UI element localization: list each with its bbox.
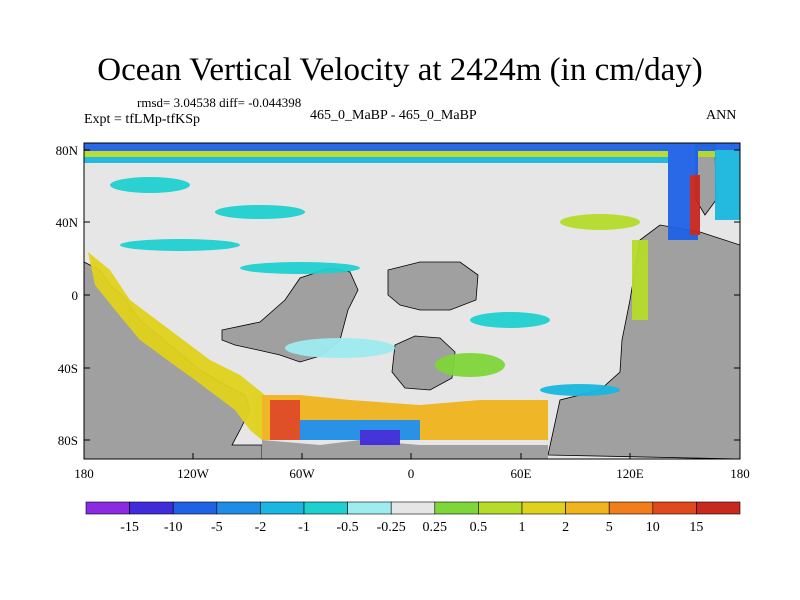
southern-deep-blue <box>360 430 400 445</box>
colorbar-label: 5 <box>606 520 613 535</box>
colorbar: -15 -10 -5 -2 -1 -0.5 -0.25 0.25 0.5 1 2 5 10 15 <box>85 501 741 535</box>
lat-label-0: 0 <box>72 288 79 303</box>
colorbar-swatch <box>172 501 218 515</box>
arctic-band-cyan <box>84 157 684 163</box>
experiment-label: Expt = tfLMp-tfKSp <box>84 112 200 127</box>
case-comparison-label: 465_0_MaBP - 465_0_MaBP <box>310 108 477 123</box>
north-patch-2 <box>215 205 305 219</box>
lon-label-120e: 120E <box>616 466 644 481</box>
colorbar-label: 10 <box>646 520 660 535</box>
colorbar-label: 2 <box>562 520 569 535</box>
north-patch-1 <box>110 177 190 193</box>
lat-label-40s: 40S <box>58 361 78 376</box>
lat-label-40n: 40N <box>56 215 79 230</box>
colorbar-swatch <box>608 501 654 515</box>
colorbar-label: 0.5 <box>470 520 488 535</box>
north-patch-4 <box>240 262 360 274</box>
lon-label-180e: 180 <box>730 466 750 481</box>
colorbar-swatch <box>85 501 130 515</box>
axis-ticks <box>84 149 740 459</box>
central-patch-2 <box>435 353 505 377</box>
central-patch-1 <box>285 338 395 358</box>
colorbar-swatch <box>216 501 261 515</box>
colorbar-swatch <box>652 501 697 515</box>
colorbar-swatch <box>565 501 610 515</box>
arctic-band-green <box>84 151 740 157</box>
southern-islet <box>391 335 456 391</box>
colorbar-label: -10 <box>164 520 183 535</box>
east-south-patch <box>540 384 620 396</box>
northeast-red-strip <box>690 175 700 235</box>
colorbar-label: -0.5 <box>337 520 359 535</box>
lon-label-60w: 60W <box>289 466 315 481</box>
colorbar-swatch <box>478 501 523 515</box>
colorbar-label: 15 <box>689 520 703 535</box>
colorbar-swatch <box>696 501 741 515</box>
lon-label-120w: 120W <box>177 466 210 481</box>
northeast-cyan-strip <box>715 150 740 220</box>
colorbar-swatch <box>434 501 479 515</box>
lon-label-180w: 180 <box>74 466 94 481</box>
colorbar-label: -1 <box>298 520 310 535</box>
velocity-field <box>84 143 740 445</box>
map-frame <box>83 142 741 460</box>
colorbar-swatch <box>390 501 436 515</box>
colorbar-swatch <box>347 501 392 515</box>
colorbar-swatch <box>260 501 305 515</box>
colorbar-swatch <box>129 501 174 515</box>
colorbar-label: -0.25 <box>377 520 406 535</box>
south-margin <box>262 440 548 459</box>
map-panel: 80N 40N 0 40S 80S 180 120W 60W 0 60E 120… <box>56 142 750 481</box>
north-patch-3 <box>120 239 240 251</box>
colorbar-swatch <box>303 501 348 515</box>
colorbar-label: 0.25 <box>423 520 448 535</box>
colorbar-label: -15 <box>120 520 139 535</box>
lon-label-60e: 60E <box>511 466 532 481</box>
arctic-band-blue <box>84 143 740 151</box>
central-patch-3 <box>470 312 550 328</box>
rmsd-diff-stats: rmsd= 3.04538 diff= -0.044398 <box>137 95 302 110</box>
southern-red-patch <box>270 400 300 440</box>
colorbar-swatch <box>521 501 566 515</box>
lat-label-80n: 80N <box>56 143 79 158</box>
west-coast-band <box>88 252 265 440</box>
colorbar-label: -2 <box>255 520 267 535</box>
colorbar-label: -5 <box>211 520 223 535</box>
colorbar-label: 1 <box>519 520 526 535</box>
map-title: Ocean Vertical Velocity at 2424m (in cm/… <box>97 52 703 88</box>
lat-label-80s: 80S <box>58 433 78 448</box>
lon-label-0: 0 <box>408 466 415 481</box>
east-coast-band <box>632 240 648 320</box>
central-plateau <box>387 261 479 311</box>
period-label: ANN <box>706 108 737 123</box>
east-patch-1 <box>560 214 640 230</box>
